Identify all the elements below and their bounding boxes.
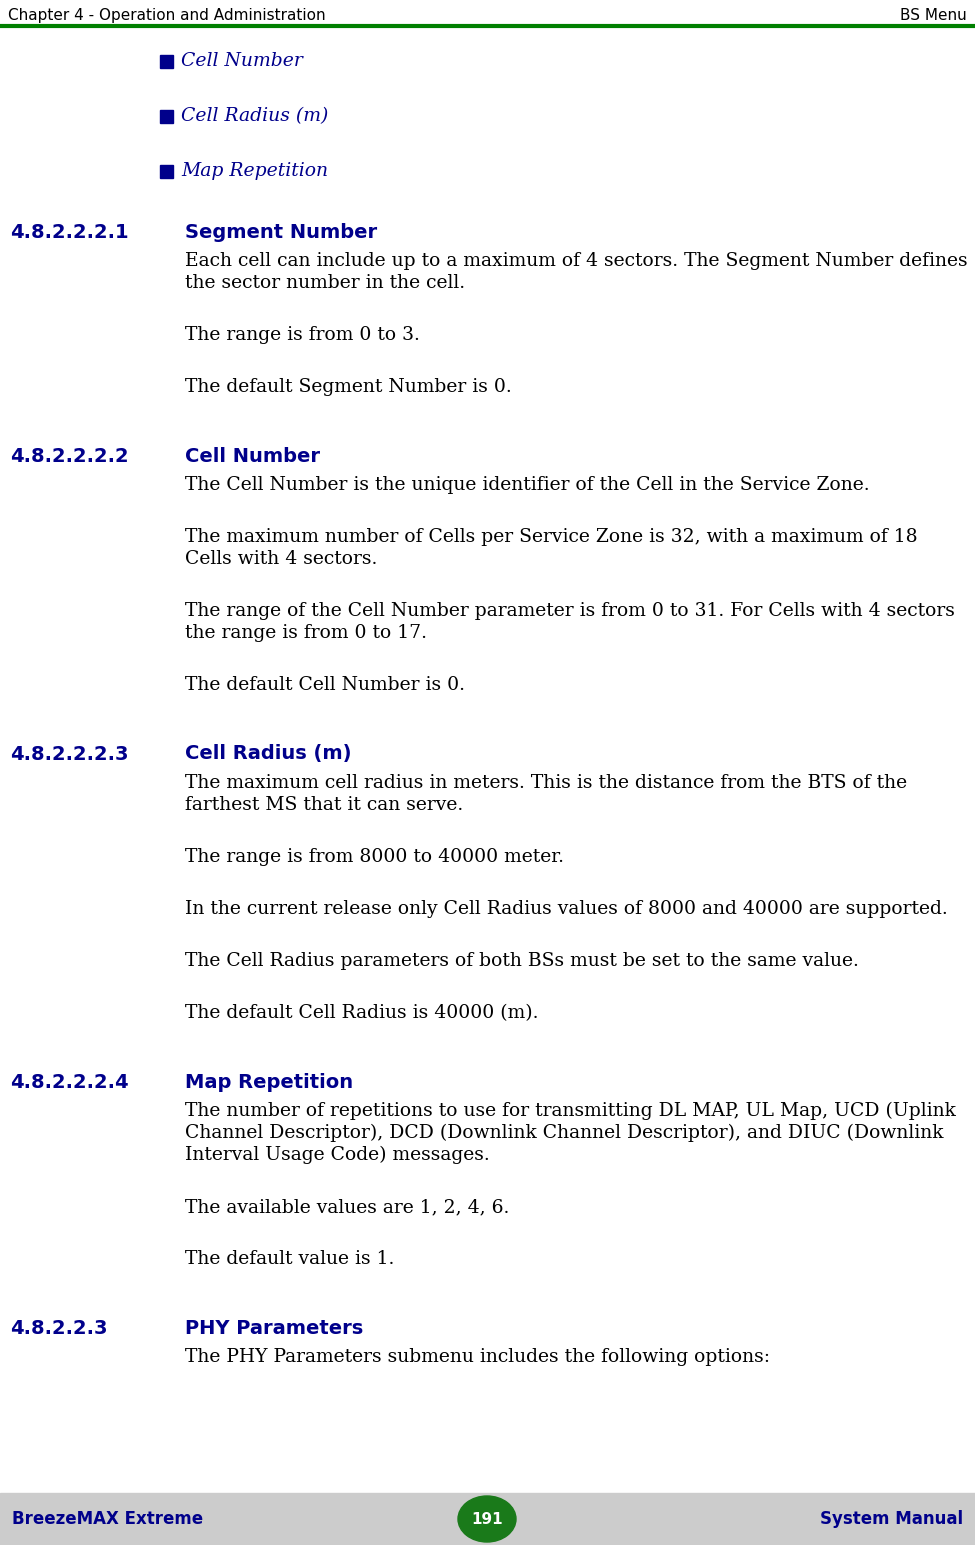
Bar [0, 1492, 975, 1545]
Text: 4.8.2.2.2.2: 4.8.2.2.2.2 [10, 447, 129, 465]
Ellipse shape [458, 1496, 516, 1542]
Text: The range of the Cell Number parameter is from 0 to 31. For Cells with 4 sectors: The range of the Cell Number parameter i… [185, 603, 955, 620]
Text: The available values are 1, 2, 4, 6.: The available values are 1, 2, 4, 6. [185, 1197, 509, 1216]
Text: The maximum number of Cells per Service Zone is 32, with a maximum of 18: The maximum number of Cells per Service … [185, 528, 917, 545]
Text: Map Repetition: Map Repetition [185, 1072, 353, 1091]
Text: The default Segment Number is 0.: The default Segment Number is 0. [185, 379, 512, 396]
Text: 4.8.2.2.2.1: 4.8.2.2.2.1 [10, 222, 129, 241]
Text: 4.8.2.2.3: 4.8.2.2.3 [10, 1318, 107, 1338]
Text: the sector number in the cell.: the sector number in the cell. [185, 273, 465, 292]
Text: BS Menu: BS Menu [900, 8, 967, 23]
Bar [160, 56, 173, 68]
Text: Map Repetition: Map Repetition [181, 162, 329, 181]
Text: Each cell can include up to a maximum of 4 sectors. The Segment Number defines: Each cell can include up to a maximum of… [185, 252, 967, 270]
Text: 4.8.2.2.2.4: 4.8.2.2.2.4 [10, 1072, 129, 1091]
Text: PHY Parameters: PHY Parameters [185, 1318, 364, 1338]
Text: The range is from 0 to 3.: The range is from 0 to 3. [185, 326, 420, 345]
Text: The Cell Number is the unique identifier of the Cell in the Service Zone.: The Cell Number is the unique identifier… [185, 476, 870, 494]
Text: farthest MS that it can serve.: farthest MS that it can serve. [185, 796, 463, 814]
Text: The maximum cell radius in meters. This is the distance from the BTS of the: The maximum cell radius in meters. This … [185, 774, 907, 793]
Text: The range is from 8000 to 40000 meter.: The range is from 8000 to 40000 meter. [185, 848, 564, 867]
Text: 191: 191 [471, 1511, 503, 1526]
Text: 4.8.2.2.2.3: 4.8.2.2.2.3 [10, 745, 129, 763]
Text: System Manual: System Manual [820, 1509, 963, 1528]
Text: BreezeMAX Extreme: BreezeMAX Extreme [12, 1509, 203, 1528]
Text: The default Cell Number is 0.: The default Cell Number is 0. [185, 677, 465, 694]
Text: the range is from 0 to 17.: the range is from 0 to 17. [185, 624, 427, 643]
Text: The Cell Radius parameters of both BSs must be set to the same value.: The Cell Radius parameters of both BSs m… [185, 952, 859, 970]
Text: Channel Descriptor), DCD (Downlink Channel Descriptor), and DIUC (Downlink: Channel Descriptor), DCD (Downlink Chann… [185, 1123, 944, 1142]
Bar [160, 110, 173, 124]
Text: Cell Radius (m): Cell Radius (m) [185, 745, 352, 763]
Text: Chapter 4 - Operation and Administration: Chapter 4 - Operation and Administration [8, 8, 326, 23]
Bar [160, 165, 173, 178]
Text: The number of repetitions to use for transmitting DL MAP, UL Map, UCD (Uplink: The number of repetitions to use for tra… [185, 1102, 956, 1120]
Text: In the current release only Cell Radius values of 8000 and 40000 are supported.: In the current release only Cell Radius … [185, 901, 948, 918]
Text: Cell Number: Cell Number [185, 447, 320, 465]
Text: The PHY Parameters submenu includes the following options:: The PHY Parameters submenu includes the … [185, 1347, 770, 1366]
Text: The default value is 1.: The default value is 1. [185, 1250, 394, 1268]
Text: Cells with 4 sectors.: Cells with 4 sectors. [185, 550, 377, 569]
Text: Interval Usage Code) messages.: Interval Usage Code) messages. [185, 1146, 489, 1163]
Text: Cell Radius (m): Cell Radius (m) [181, 108, 329, 125]
Text: The default Cell Radius is 40000 (m).: The default Cell Radius is 40000 (m). [185, 1004, 538, 1021]
Text: Cell Number: Cell Number [181, 53, 303, 71]
Text: Segment Number: Segment Number [185, 222, 377, 241]
